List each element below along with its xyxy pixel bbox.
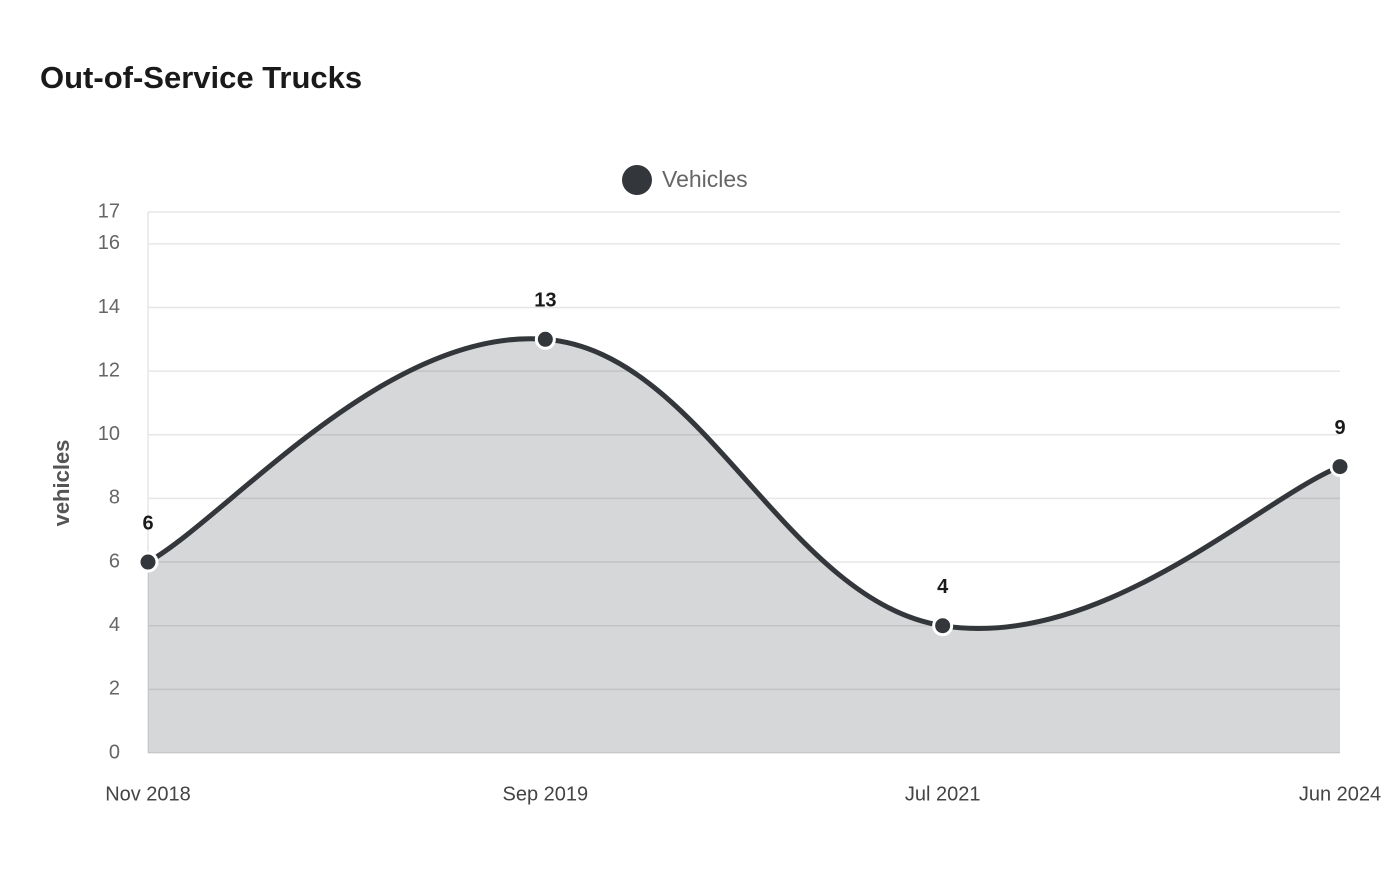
- y-tick-label: 17: [98, 200, 120, 222]
- point: [932, 615, 954, 637]
- y-tick-label: 14: [98, 296, 120, 318]
- y-tick-label: 12: [98, 359, 120, 381]
- y-tick-label: 6: [109, 550, 120, 572]
- point: [1329, 456, 1351, 478]
- x-tick-label: Jun 2024: [1299, 783, 1381, 805]
- data-label: 13: [534, 290, 556, 312]
- x-tick-label: Jul 2021: [905, 783, 981, 805]
- area-fill: [148, 338, 1340, 753]
- y-axis-title: vehicles: [49, 440, 74, 527]
- x-tick-label: Sep 2019: [503, 783, 589, 805]
- legend-marker: [622, 165, 652, 195]
- data-label: 4: [937, 576, 949, 598]
- data-label: 6: [142, 512, 153, 534]
- y-tick-label: 10: [98, 423, 120, 445]
- chart-title: Out-of-Service Trucks: [40, 60, 362, 95]
- y-tick-label: 4: [109, 614, 120, 636]
- y-tick-label: 2: [109, 678, 120, 700]
- point: [137, 551, 159, 573]
- point: [534, 328, 556, 350]
- y-tick-label: 0: [109, 741, 120, 763]
- x-tick-label: Nov 2018: [105, 783, 191, 805]
- y-tick-label: 8: [109, 487, 120, 509]
- legend-label: Vehicles: [662, 166, 748, 192]
- y-tick-label: 16: [98, 232, 120, 254]
- data-label: 9: [1334, 417, 1345, 439]
- line: [146, 336, 1341, 631]
